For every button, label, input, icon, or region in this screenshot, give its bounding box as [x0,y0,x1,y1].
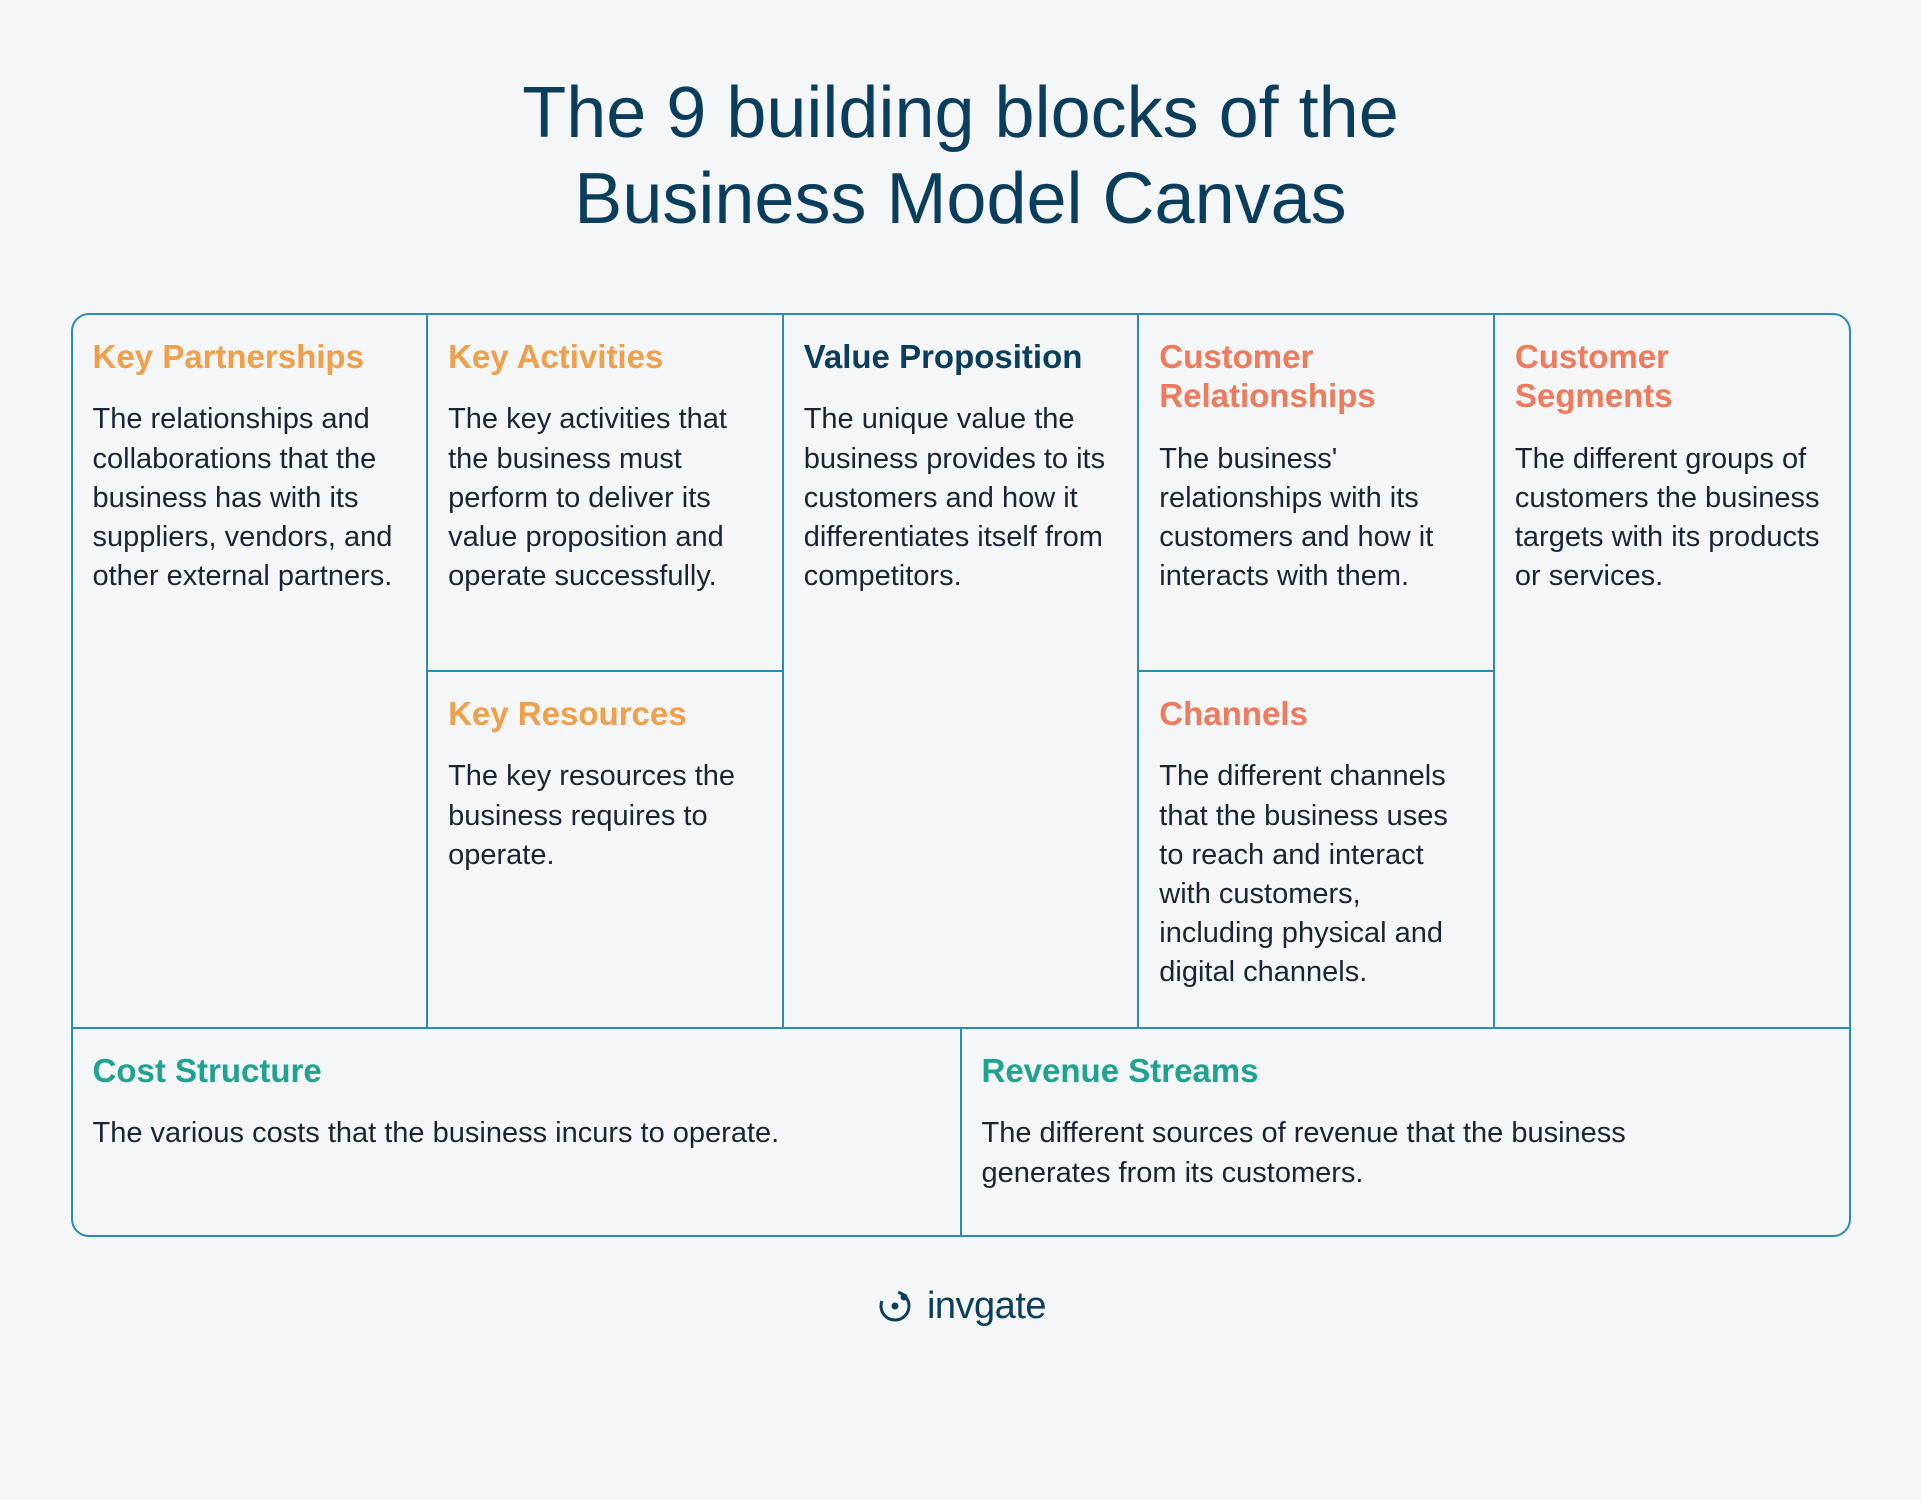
business-model-canvas: Key Partnerships The relationships and c… [71,313,1851,1237]
key-activities-title: Key Activities [448,337,762,377]
cell-customer-relationships: Customer Relationships The business' rel… [1139,315,1493,670]
page-title: The 9 building blocks of the Business Mo… [522,70,1399,243]
cell-key-partnerships: Key Partnerships The relationships and c… [73,315,427,1027]
col-key-activities-resources: Key Activities The key activities that t… [426,315,782,1027]
cell-channels: Channels The different channels that the… [1139,670,1493,1027]
key-resources-title: Key Resources [448,694,762,734]
cell-cost-structure: Cost Structure The various costs that th… [73,1029,960,1235]
invgate-logo-text: invgate [927,1285,1046,1328]
col-customer-segments: Customer Segments The different groups o… [1493,315,1849,1027]
key-partnerships-title: Key Partnerships [93,337,407,377]
customer-relationships-title: Customer Relationships [1159,337,1473,416]
value-proposition-title: Value Proposition [804,337,1118,377]
revenue-streams-title: Revenue Streams [982,1051,1829,1091]
cell-value-proposition: Value Proposition The unique value the b… [784,315,1138,1027]
cost-structure-title: Cost Structure [93,1051,940,1091]
cell-key-resources: Key Resources The key resources the busi… [428,670,782,1027]
col-key-partnerships: Key Partnerships The relationships and c… [73,315,427,1027]
revenue-streams-body: The different sources of revenue that th… [982,1114,1702,1192]
customer-relationships-body: The business' relationships with its cus… [1159,440,1473,597]
canvas-top-row: Key Partnerships The relationships and c… [73,315,1849,1027]
title-line-2: Business Model Canvas [574,159,1346,239]
customer-segments-title: Customer Segments [1515,337,1829,416]
cell-key-activities: Key Activities The key activities that t… [428,315,782,670]
key-resources-body: The key resources the business requires … [448,757,762,874]
cost-structure-body: The various costs that the business incu… [93,1114,813,1153]
value-proposition-body: The unique value the business provides t… [804,400,1118,596]
channels-body: The different channels that the business… [1159,757,1473,992]
key-partnerships-body: The relationships and collaborations tha… [93,400,407,596]
invgate-logo-icon [875,1286,915,1326]
key-activities-body: The key activities that the business mus… [448,400,762,596]
cell-revenue-streams: Revenue Streams The different sources of… [960,1029,1849,1235]
footer-brand: invgate [875,1285,1046,1328]
canvas-bottom-row: Cost Structure The various costs that th… [73,1027,1849,1235]
title-line-1: The 9 building blocks of the [522,73,1399,153]
col-value-proposition: Value Proposition The unique value the b… [782,315,1138,1027]
cell-customer-segments: Customer Segments The different groups o… [1495,315,1849,1027]
customer-segments-body: The different groups of customers the bu… [1515,440,1829,597]
col-customer-relationships-channels: Customer Relationships The business' rel… [1137,315,1493,1027]
channels-title: Channels [1159,694,1473,734]
